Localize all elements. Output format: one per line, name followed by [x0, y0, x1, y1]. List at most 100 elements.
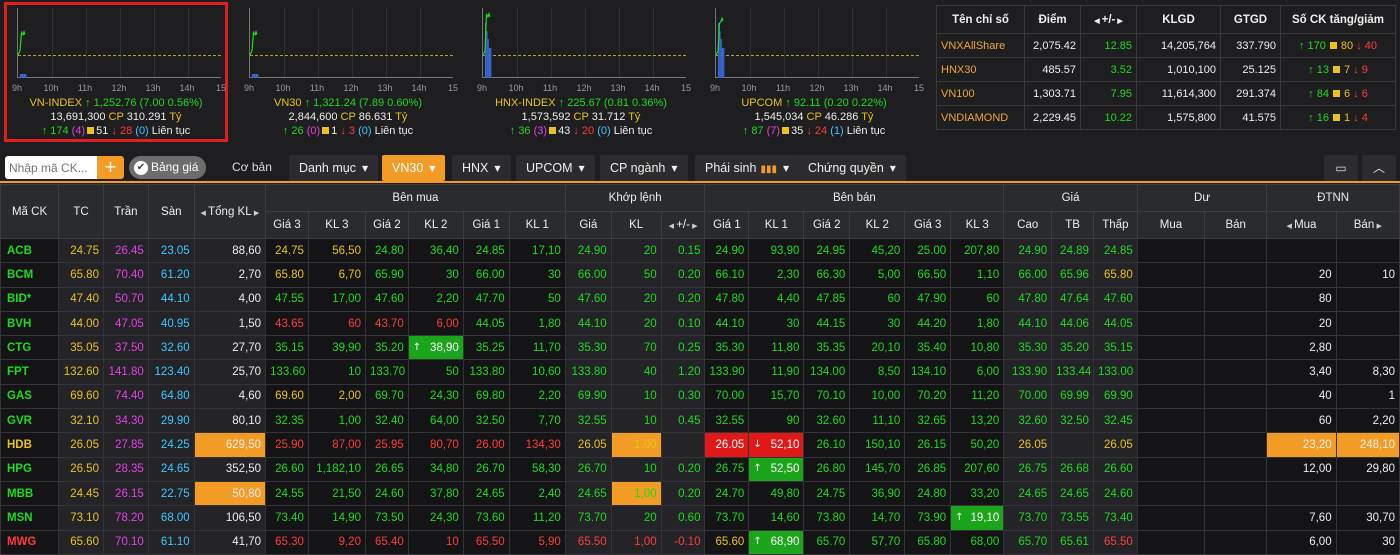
index-card[interactable]: 9h 10h 11h 12h 13h 14h 15 VN-INDEX ↑ 1,252.76 (… — [4, 2, 228, 142]
index-card[interactable]: 9h 10h 11h 12h 13h 14h 15 UPCOM ↑ 92.11 (0.20 0… — [705, 5, 924, 139]
col-ask-gia3[interactable]: Giá 3 — [904, 211, 952, 239]
stock-symbol[interactable]: GVR — [0, 408, 60, 434]
col-du-mua[interactable]: Mua — [1136, 211, 1206, 239]
index-card[interactable]: 9h 10h 11h 12h 13h 14h 15 HNX-INDEX ↑ 225.67 (0… — [472, 5, 691, 139]
col-bid-gia1[interactable]: Giá 1 — [462, 211, 510, 239]
tab-cp-ngành[interactable]: CP ngành ▼ — [600, 155, 688, 181]
cell-cao: 65.70 — [1003, 529, 1053, 555]
cell-tran: 70.10 — [102, 529, 149, 555]
stock-row[interactable]: MSN 73.10 78.20 68.00 106,50 73.40 14,90 73.50 2… — [0, 505, 1400, 531]
tab-phái-sinh[interactable]: Phái sinh ▮▮▮ ▼ — [695, 155, 800, 181]
cell-b2: 65.90 — [364, 262, 409, 288]
stock-row[interactable]: MBB 24.45 26.15 22.75 50,80 24.55 21,50 24.60 37… — [0, 480, 1400, 507]
stock-symbol[interactable]: MSN — [0, 505, 60, 531]
col-ask-gia2[interactable]: Giá 2 — [803, 211, 851, 239]
col-tong-kl[interactable]: ◀ Tổng KL ▶ — [193, 184, 267, 239]
col-nn-ban[interactable]: Bán ▶ — [1335, 211, 1400, 239]
stock-symbol[interactable]: MBB — [0, 480, 60, 507]
col-thap[interactable]: Thấp — [1092, 211, 1138, 239]
col-bid-kl1[interactable]: KL 1 — [508, 211, 566, 239]
stock-symbol[interactable]: BVH — [0, 310, 60, 337]
col-san[interactable]: Sàn — [147, 184, 195, 239]
summary-header-klgd[interactable]: KLGD — [1136, 5, 1221, 34]
cell-s3: 25.00 — [904, 237, 952, 264]
col-tran[interactable]: Trần — [102, 184, 149, 239]
stock-row[interactable]: GAS 69.60 74.40 64.80 4,60 69.60 2,00 69.70 24,3… — [0, 383, 1400, 410]
cell-dm — [1136, 383, 1206, 410]
summary-row[interactable]: HNX30 485.57 3.52 1,010,100 25.125 ↑ 13 7 ↓ 9 — [936, 57, 1396, 82]
stock-symbol[interactable]: GAS — [0, 383, 60, 410]
summary-header-name[interactable]: Tên chỉ số — [936, 5, 1025, 34]
col-bid-kl2[interactable]: KL 2 — [407, 211, 464, 239]
summary-header-point[interactable]: Điểm — [1024, 5, 1081, 34]
stock-symbol[interactable]: FPT — [0, 359, 60, 385]
col-match-kl[interactable]: KL — [610, 211, 662, 239]
co-ban-toggle[interactable]: Cơ bản — [232, 160, 272, 174]
cell-tran: 28.35 — [102, 456, 149, 482]
stock-row[interactable]: CTG 35.05 37.50 32.60 27,70 35.15 39,90 35.20 ↑ 3… — [0, 335, 1400, 361]
tab-hnx[interactable]: HNX ▼ — [452, 155, 511, 181]
tab-chứng-quyền[interactable]: Chứng quyền ▼ — [798, 155, 906, 181]
col-match-change[interactable]: ◀ +/- ▶ — [660, 211, 706, 239]
stock-row[interactable]: BCM 65.80 70.40 61.20 2,70 65.80 6,70 65.90 30 66… — [0, 262, 1400, 288]
tab-vn30[interactable]: VN30 ▼ — [382, 155, 446, 181]
stock-symbol[interactable]: CTG — [0, 335, 60, 361]
stock-symbol[interactable]: HPG — [0, 456, 60, 482]
summary-row[interactable]: VN100 1,303.71 7.95 11,614,300 291.374 ↑ 84 6 … — [936, 81, 1396, 106]
cell-mk: 20 — [610, 310, 662, 337]
stock-row[interactable]: FPT 132.60 141.80 123.40 25,70 133.60 10 133.70… — [0, 359, 1400, 385]
col-bid-kl3[interactable]: KL 3 — [307, 211, 366, 239]
cell-value: 29.90 — [160, 414, 190, 427]
cell-nm — [1266, 480, 1337, 507]
col-ask-kl3[interactable]: KL 3 — [950, 211, 1005, 239]
col-match-gia[interactable]: Giá — [564, 211, 612, 239]
cell-value: 2,20 — [538, 390, 561, 403]
summary-row[interactable]: VNDIAMOND 2,229.45 10.22 1,575,800 41.575 ↑ 1… — [936, 105, 1396, 130]
tab-upcom[interactable]: UPCOM ▼ — [516, 155, 595, 181]
col-tc[interactable]: TC — [58, 184, 104, 239]
index-card[interactable]: 9h 10h 11h 12h 13h 14h 15 VN30 ↑ 1,321.24 (7.89… — [239, 5, 458, 139]
cell-value: 1,80 — [538, 317, 561, 330]
add-stock-button[interactable]: + — [97, 156, 124, 179]
stock-row[interactable]: BID* 47.40 50.70 44.10 4,00 47.55 17,00 47.60 2,… — [0, 286, 1400, 312]
stock-row[interactable]: HDB 26.05 27.85 24.25 629,50 25.90 87,00 25.95 8… — [0, 432, 1400, 458]
summary-header-change[interactable]: ◀ +/- ▶ — [1080, 5, 1137, 34]
stock-symbol[interactable]: BCM — [0, 262, 60, 288]
summary-header-breadth[interactable]: Số CK tăng/giảm — [1280, 5, 1396, 34]
index-line — [249, 29, 258, 56]
chevron-up-icon[interactable]: ︿ — [1362, 155, 1396, 181]
col-bid-gia3[interactable]: Giá 3 — [265, 211, 309, 239]
cell-value: 44.10 — [577, 317, 607, 330]
stock-symbol[interactable]: MWG — [0, 529, 60, 555]
stock-search-input[interactable] — [5, 156, 97, 179]
tab-danh-mục[interactable]: Danh mục ▼ — [289, 155, 379, 181]
stock-row[interactable]: GVR 32.10 34.30 29.90 80,10 32.35 1,00 32.40 64,… — [0, 408, 1400, 434]
col-du-ban[interactable]: Bán — [1204, 211, 1268, 239]
index-sparkline — [249, 8, 453, 78]
cell-nb — [1335, 480, 1400, 507]
stock-row[interactable]: BVH 44.00 47.05 40.95 1,50 43.65 60 43.70 6,00 44… — [0, 310, 1400, 337]
col-cao[interactable]: Cao — [1003, 211, 1053, 239]
col-ask-kl1[interactable]: KL 1 — [748, 211, 805, 239]
col-nn-mua[interactable]: ◀ Mua — [1266, 211, 1337, 239]
stock-symbol[interactable]: ACB — [0, 237, 60, 264]
stock-row[interactable]: ACB 24.75 26.45 23.05 88,60 24.75 56,50 24.80 36… — [0, 237, 1400, 264]
summary-header-gtgd[interactable]: GTGD — [1220, 5, 1281, 34]
cell-bk2: 24,30 — [407, 383, 464, 410]
cp-label: CP — [573, 111, 589, 123]
index-line-svg — [715, 16, 725, 78]
bang-gia-toggle[interactable]: ✔ Bảng giá — [129, 156, 206, 179]
stock-row[interactable]: HPG 26.50 28.35 24.65 352,50 26.60 1,182,10 26.… — [0, 456, 1400, 482]
stock-symbol[interactable]: BID* — [0, 286, 60, 312]
floor-count: (0) — [597, 125, 614, 137]
cell-sk2: 14,70 — [849, 505, 906, 531]
col-tb[interactable]: TB — [1051, 211, 1094, 239]
col-bid-gia2[interactable]: Giá 2 — [364, 211, 409, 239]
col-ask-gia1[interactable]: Giá 1 — [704, 211, 750, 239]
col-ask-kl2[interactable]: KL 2 — [849, 211, 906, 239]
stock-row[interactable]: MWG 65.60 70.10 61.10 41,70 65.30 9,20 65.40 10 6… — [0, 529, 1400, 555]
stock-symbol[interactable]: HDB — [0, 432, 60, 458]
monitor-icon[interactable]: ▭ — [1324, 155, 1358, 181]
summary-row[interactable]: VNXAllShare 2,075.42 12.85 14,205,764 337.79… — [936, 33, 1396, 58]
col-ma-ck[interactable]: Mã CK — [0, 184, 60, 239]
